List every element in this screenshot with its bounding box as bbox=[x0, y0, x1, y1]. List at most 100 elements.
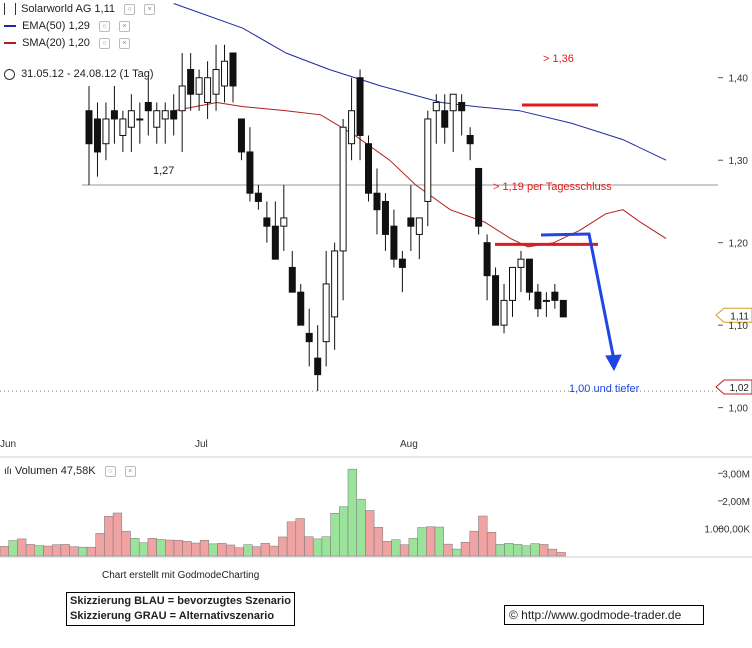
candle-down bbox=[314, 357, 322, 376]
annotation-136: > 1,36 bbox=[543, 53, 574, 65]
candle-up bbox=[348, 110, 356, 145]
candle-down bbox=[254, 192, 262, 202]
scenario-arrowhead bbox=[605, 354, 622, 372]
candle-down bbox=[271, 225, 279, 260]
volume-bar-up bbox=[504, 543, 514, 557]
volume-bar-down bbox=[365, 510, 375, 557]
chart-type-icon bbox=[4, 3, 16, 16]
volume-legend: ıſı Volumen 47,58K ○ × bbox=[4, 464, 136, 478]
candle-down bbox=[458, 101, 466, 112]
target-price-tag-box bbox=[715, 379, 752, 395]
candle-down bbox=[390, 225, 398, 260]
settings-icon[interactable]: ○ bbox=[99, 37, 110, 49]
chart-grid bbox=[0, 184, 752, 558]
volume-bar-up bbox=[391, 539, 401, 557]
volume-bar-down bbox=[25, 544, 36, 557]
volume-bar-down bbox=[234, 547, 244, 557]
settings-icon[interactable]: ○ bbox=[124, 3, 136, 15]
volume-label: Volumen 47,58K bbox=[14, 465, 96, 477]
candle-up bbox=[280, 217, 288, 227]
volume-bar-down bbox=[295, 518, 305, 557]
candle-down bbox=[475, 167, 483, 227]
candle-up bbox=[449, 93, 457, 112]
volume-bar-down bbox=[69, 546, 79, 557]
candle-down bbox=[305, 332, 313, 343]
y-tick-label: 1,00 bbox=[729, 404, 749, 415]
volume-bar-up bbox=[530, 543, 540, 557]
volume-bar-down bbox=[86, 546, 96, 557]
moving-averages bbox=[173, 3, 667, 248]
volume-bar-down bbox=[269, 545, 279, 557]
instrument-legend: Solarworld AG 1,11 ○ × bbox=[4, 2, 156, 16]
volume-bar-up bbox=[156, 539, 166, 557]
candle-down bbox=[85, 110, 93, 145]
volume-bar-down bbox=[60, 544, 70, 557]
volume-bar-down bbox=[173, 540, 183, 557]
volume-bar-down bbox=[469, 530, 479, 557]
candle-up bbox=[136, 118, 144, 121]
candle-up bbox=[517, 258, 525, 268]
volume-tick-label: 1.000,00K bbox=[704, 524, 750, 535]
volume-bars bbox=[0, 468, 566, 557]
volume-bar-up bbox=[417, 527, 427, 557]
candle-up bbox=[212, 68, 220, 95]
period-legend: 31.05.12 - 24.08.12 (1 Tag) bbox=[4, 67, 154, 81]
scenario-arrow-line bbox=[540, 232, 616, 361]
candle-up bbox=[178, 85, 186, 112]
volume-bar-up bbox=[452, 548, 462, 557]
volume-bar-up bbox=[339, 506, 349, 557]
close-icon[interactable]: × bbox=[119, 37, 131, 49]
volume-bar-down bbox=[399, 544, 410, 557]
ema-legend: EMA(50) 1,29 ○ × bbox=[4, 19, 131, 33]
annotations: > 1,36 > 1,19 per Tagesschluss 1,27 1,00 un… bbox=[153, 53, 752, 395]
candle-down bbox=[466, 134, 474, 145]
volume-bar-up bbox=[434, 526, 444, 557]
candle-down bbox=[483, 242, 491, 277]
settings-icon[interactable]: ○ bbox=[99, 20, 110, 32]
candle-up bbox=[424, 118, 432, 202]
volume-bar-down bbox=[112, 512, 123, 557]
candle-down bbox=[229, 52, 237, 87]
candle-up bbox=[221, 60, 229, 87]
close-icon[interactable]: × bbox=[144, 3, 156, 15]
x-tick-label: Jul bbox=[195, 439, 208, 450]
current-price-tag-box bbox=[715, 307, 752, 323]
candle-up bbox=[195, 77, 203, 95]
current-price-tag-label: 1,11 bbox=[730, 311, 749, 322]
y-tick-label: 1,10 bbox=[729, 321, 749, 332]
candle-down bbox=[492, 275, 500, 326]
candle-up bbox=[322, 283, 330, 343]
volume-bar-down bbox=[51, 544, 62, 557]
volume-bar-up bbox=[321, 536, 331, 557]
volume-tick-label: 2,00M bbox=[722, 497, 750, 508]
candle-down bbox=[381, 200, 389, 235]
volume-bar-up bbox=[138, 542, 149, 557]
candle-up bbox=[161, 110, 169, 120]
close-icon[interactable]: × bbox=[124, 465, 136, 477]
volume-bar-down bbox=[443, 543, 453, 557]
candle-up bbox=[204, 77, 212, 103]
volume-bar-up bbox=[330, 513, 340, 557]
candle-up bbox=[432, 101, 440, 112]
ema-line bbox=[173, 3, 667, 161]
volume-bar-down bbox=[426, 526, 436, 557]
source-url[interactable]: © http://www.godmode-trader.de bbox=[504, 605, 704, 625]
annotation-127: 1,27 bbox=[153, 165, 174, 177]
volume-bar-down bbox=[165, 539, 175, 557]
candle-down bbox=[551, 291, 559, 301]
candle-down bbox=[297, 291, 305, 326]
volume-bar-down bbox=[182, 541, 192, 557]
volume-bar-down bbox=[478, 515, 488, 557]
volume-bar-up bbox=[78, 546, 88, 557]
volume-bar-up bbox=[495, 544, 505, 557]
volume-bar-down bbox=[286, 521, 297, 557]
target-price-tag-label: 1,02 bbox=[730, 383, 750, 394]
ema-swatch bbox=[4, 25, 16, 28]
y-tick-label: 1,30 bbox=[729, 156, 749, 167]
x-tick-label: Aug bbox=[400, 439, 418, 450]
settings-icon[interactable]: ○ bbox=[104, 465, 116, 477]
volume-bar-down bbox=[278, 536, 288, 557]
volume-bar-down bbox=[225, 544, 236, 557]
volume-icon: ıſı bbox=[4, 466, 12, 477]
close-icon[interactable]: × bbox=[119, 20, 131, 32]
